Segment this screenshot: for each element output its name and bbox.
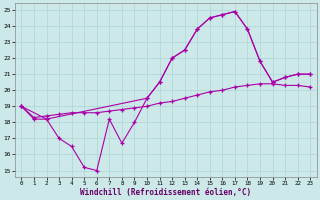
X-axis label: Windchill (Refroidissement éolien,°C): Windchill (Refroidissement éolien,°C) xyxy=(80,188,252,197)
